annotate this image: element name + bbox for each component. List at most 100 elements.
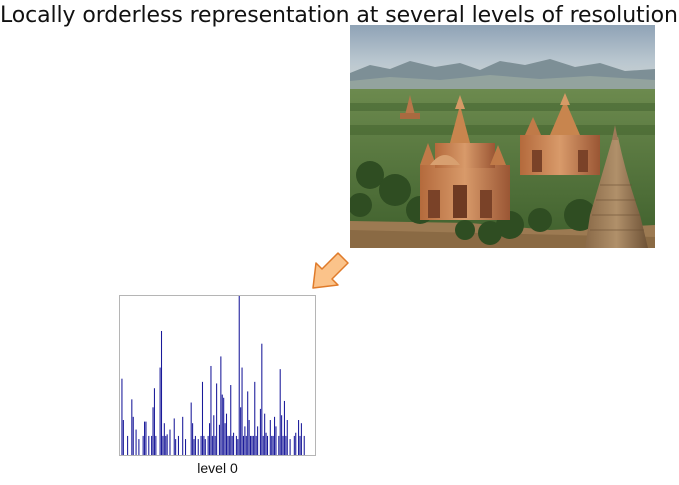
histogram-bar	[233, 432, 235, 455]
histogram-bar	[289, 439, 291, 455]
histogram-bar	[177, 435, 179, 455]
histogram-bar	[265, 432, 267, 455]
histogram-bar	[244, 426, 246, 455]
histogram-bar	[211, 435, 213, 455]
histogram-bar	[259, 408, 261, 455]
histogram-bar	[293, 435, 295, 455]
histogram-bar	[163, 423, 165, 455]
histogram-bar	[138, 439, 140, 455]
histogram-bar	[197, 439, 199, 455]
histogram-bar	[279, 369, 281, 455]
histogram-bar	[278, 435, 280, 455]
histogram-label: level 0	[197, 460, 238, 476]
histogram-bar	[228, 435, 230, 455]
histogram-bar	[231, 435, 233, 455]
histogram-bar	[165, 435, 167, 455]
histogram-bar	[220, 356, 222, 455]
histogram-bar	[254, 381, 256, 455]
slide-title: Locally orderless representation at seve…	[0, 3, 678, 28]
histogram-bar	[144, 421, 146, 455]
histogram-bar	[121, 378, 123, 455]
histogram-bar	[185, 439, 187, 455]
histogram-bar	[250, 435, 252, 455]
histogram-bar	[227, 435, 229, 455]
histogram-bar	[286, 420, 288, 455]
histogram-bar	[152, 407, 154, 455]
histogram-bars	[121, 296, 305, 455]
histogram-bar	[240, 407, 242, 455]
histogram-bar	[223, 397, 225, 455]
histogram-bar	[245, 435, 247, 455]
histogram-bar	[237, 439, 239, 455]
histogram-bar	[203, 435, 205, 455]
histogram-bar	[216, 383, 218, 455]
histogram-bar	[242, 435, 244, 455]
histogram-bar	[145, 421, 147, 455]
histogram-bar	[159, 367, 161, 455]
histogram-bar	[221, 394, 223, 455]
histogram-bar	[225, 413, 228, 455]
histogram-bar	[192, 423, 194, 455]
histogram-bar	[261, 343, 263, 455]
histogram-bar	[190, 402, 192, 455]
histogram-bar	[204, 439, 206, 455]
histogram-bar	[210, 365, 212, 455]
histogram-bar	[295, 432, 297, 455]
histogram-bar	[272, 435, 274, 455]
histogram-bar	[247, 391, 249, 455]
histogram-bar	[173, 418, 175, 455]
histogram-bar	[266, 435, 269, 455]
histogram-bar	[283, 400, 285, 455]
histogram-bar	[241, 367, 243, 455]
histogram-bar	[298, 420, 300, 455]
histogram-bar	[160, 330, 163, 455]
histogram-bar	[182, 416, 184, 455]
histogram-bar	[235, 435, 237, 455]
histogram-bar	[281, 415, 283, 455]
histogram-bar	[214, 435, 216, 455]
histogram-bar	[257, 426, 259, 455]
histogram-bar	[274, 416, 276, 455]
histogram-bar	[148, 435, 150, 455]
histogram-bar	[122, 420, 124, 455]
histogram-bar	[271, 435, 273, 455]
histogram-frame	[119, 295, 316, 456]
histogram-bar	[238, 296, 240, 455]
histogram-bar	[264, 413, 266, 455]
histogram-bar	[252, 435, 254, 455]
histogram-chart	[119, 295, 316, 456]
histogram-bar	[155, 435, 157, 455]
histogram-bar	[230, 385, 232, 455]
histogram-bar	[303, 435, 305, 455]
histogram-bar	[275, 426, 277, 455]
histogram-bar	[207, 435, 209, 455]
histogram-bar	[151, 435, 153, 455]
histogram-bar	[153, 388, 155, 455]
histogram-bar	[262, 435, 264, 455]
histogram-bar	[269, 420, 271, 455]
histogram-bar	[201, 381, 204, 455]
histogram-bar	[248, 420, 250, 455]
histogram-bar	[169, 429, 171, 455]
histogram-bar	[131, 399, 133, 455]
histogram-bar	[209, 423, 211, 455]
histogram-bar	[299, 435, 301, 455]
histogram-bar	[142, 435, 144, 455]
histogram-bar	[193, 439, 195, 455]
histogram-bar	[251, 435, 253, 455]
histogram-bar	[282, 435, 284, 455]
histogram-bar	[213, 415, 215, 455]
histogram-bar	[194, 435, 196, 455]
histogram-bar	[132, 416, 134, 455]
histogram-bar	[255, 435, 257, 455]
histogram-bar	[218, 424, 220, 455]
histogram-bar	[162, 435, 164, 455]
histogram-bar	[200, 435, 202, 455]
histogram-bar	[300, 423, 302, 455]
histogram-bar	[166, 434, 168, 455]
histogram-bar	[127, 435, 129, 455]
histogram-bar	[175, 439, 177, 455]
histogram-bar	[285, 435, 287, 455]
down-left-arrow-icon	[312, 252, 349, 289]
